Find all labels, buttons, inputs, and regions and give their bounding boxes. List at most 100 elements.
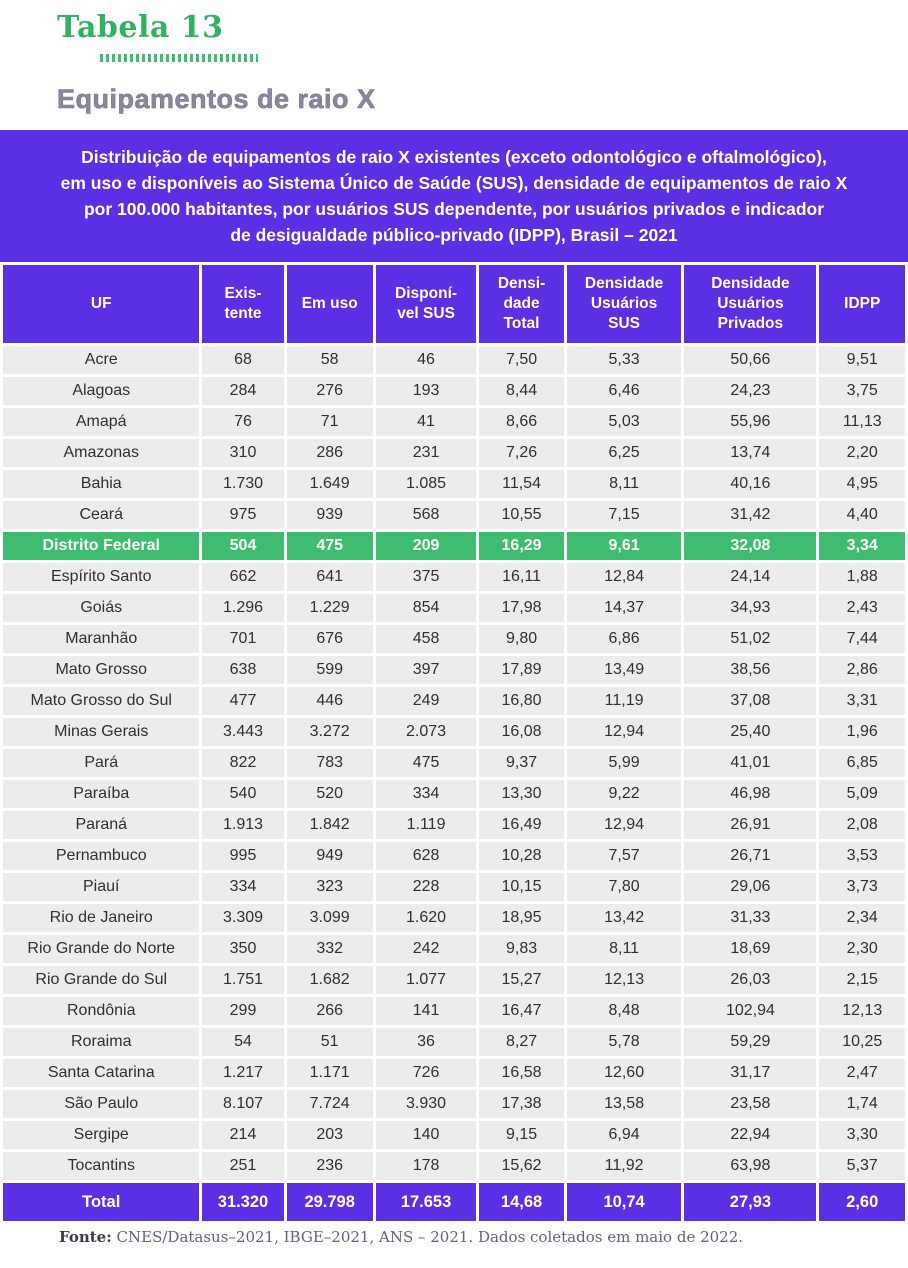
densidade-usuarios-sus-cell: 13,58	[566, 1090, 682, 1118]
densidade-usuarios-sus-cell: 6,94	[566, 1121, 682, 1149]
existente-cell: 350	[202, 935, 284, 963]
em-uso-cell: 520	[286, 780, 373, 808]
disponivel-sus-cell: 36	[375, 1028, 477, 1056]
em-uso-cell: 3.272	[286, 718, 373, 746]
table-row: Minas Gerais 3.443 3.272 2.073 16,08 12,94 25,…	[3, 718, 905, 746]
densidade-usuarios-sus-cell: 10,74	[566, 1183, 682, 1221]
disponivel-sus-cell: 475	[375, 749, 477, 777]
existente-cell: 251	[202, 1152, 284, 1180]
uf-cell: Alagoas	[3, 377, 200, 405]
source-text: CNES/Datasus–2021, IBGE–2021, ANS – 2021…	[116, 1228, 744, 1246]
densidade-usuarios-privados-cell: 50,66	[684, 346, 817, 374]
existente-cell: 638	[202, 656, 284, 684]
table-row: Mato Grosso 638 599 397 17,89 13,49 38,56 2,86	[3, 656, 905, 684]
em-uso-cell: 1.842	[286, 811, 373, 839]
table-row: Amapá 76 71 41 8,66 5,03 55,96 11,13	[3, 408, 905, 436]
idpp-cell: 3,73	[819, 873, 905, 901]
em-uso-cell: 1.229	[286, 594, 373, 622]
densidade-usuarios-privados-cell: 41,01	[684, 749, 817, 777]
idpp-cell: 7,44	[819, 625, 905, 653]
densidade-usuarios-sus-cell: 9,22	[566, 780, 682, 808]
disponivel-sus-cell: 397	[375, 656, 477, 684]
densidade-total-cell: 9,80	[479, 625, 564, 653]
em-uso-cell: 1.171	[286, 1059, 373, 1087]
em-uso-cell: 236	[286, 1152, 373, 1180]
densidade-usuarios-sus-cell: 8,11	[566, 935, 682, 963]
table-row: São Paulo 8.107 7.724 3.930 17,38 13,58 23,58 1…	[3, 1090, 905, 1118]
table-total-row: Total 31.320 29.798 17.653 14,68 10,74 27,93 2,…	[3, 1183, 905, 1221]
data-table: UF Exis- tente Em uso Disponí- vel SUS Densi…	[0, 262, 908, 1224]
source-label: Fonte:	[59, 1228, 112, 1246]
em-uso-cell: 475	[286, 532, 373, 560]
table-row-highlighted: Distrito Federal 504 475 209 16,29 9,61 32,08 3…	[3, 532, 905, 560]
table-row: Maranhão 701 676 458 9,80 6,86 51,02 7,44	[3, 625, 905, 653]
densidade-usuarios-privados-cell: 26,71	[684, 842, 817, 870]
densidade-usuarios-privados-cell: 59,29	[684, 1028, 817, 1056]
densidade-total-cell: 8,44	[479, 377, 564, 405]
em-uso-cell: 3.099	[286, 904, 373, 932]
idpp-cell: 2,47	[819, 1059, 905, 1087]
table-row: Roraima 54 51 36 8,27 5,78 59,29 10,25	[3, 1028, 905, 1056]
column-header-idpp: IDPP	[819, 265, 905, 343]
densidade-total-cell: 16,29	[479, 532, 564, 560]
disponivel-sus-cell: 3.930	[375, 1090, 477, 1118]
densidade-total-cell: 10,15	[479, 873, 564, 901]
densidade-usuarios-sus-cell: 7,15	[566, 501, 682, 529]
disponivel-sus-cell: 228	[375, 873, 477, 901]
densidade-usuarios-privados-cell: 13,74	[684, 439, 817, 467]
densidade-usuarios-sus-cell: 8,48	[566, 997, 682, 1025]
densidade-usuarios-sus-cell: 9,61	[566, 532, 682, 560]
disponivel-sus-cell: 209	[375, 532, 477, 560]
column-header-densidade-usuarios-privados: Densidade Usuários Privados	[684, 265, 817, 343]
table-row: Bahia 1.730 1.649 1.085 11,54 8,11 40,16 4,95	[3, 470, 905, 498]
existente-cell: 334	[202, 873, 284, 901]
densidade-total-cell: 9,83	[479, 935, 564, 963]
uf-cell: Rio Grande do Sul	[3, 966, 200, 994]
densidade-usuarios-privados-cell: 27,93	[684, 1183, 817, 1221]
densidade-total-cell: 14,68	[479, 1183, 564, 1221]
em-uso-cell: 783	[286, 749, 373, 777]
disponivel-sus-cell: 140	[375, 1121, 477, 1149]
idpp-cell: 5,09	[819, 780, 905, 808]
table-row: Paraná 1.913 1.842 1.119 16,49 12,94 26,91 2,08	[3, 811, 905, 839]
densidade-usuarios-privados-cell: 32,08	[684, 532, 817, 560]
disponivel-sus-cell: 242	[375, 935, 477, 963]
densidade-usuarios-sus-cell: 12,94	[566, 718, 682, 746]
idpp-cell: 6,85	[819, 749, 905, 777]
densidade-usuarios-sus-cell: 12,60	[566, 1059, 682, 1087]
idpp-cell: 1,74	[819, 1090, 905, 1118]
densidade-total-cell: 16,58	[479, 1059, 564, 1087]
densidade-total-cell: 16,08	[479, 718, 564, 746]
em-uso-cell: 949	[286, 842, 373, 870]
densidade-usuarios-privados-cell: 24,14	[684, 563, 817, 591]
densidade-usuarios-sus-cell: 7,80	[566, 873, 682, 901]
densidade-usuarios-privados-cell: 37,08	[684, 687, 817, 715]
densidade-usuarios-privados-cell: 29,06	[684, 873, 817, 901]
densidade-usuarios-privados-cell: 38,56	[684, 656, 817, 684]
column-header-existente: Exis- tente	[202, 265, 284, 343]
idpp-cell: 4,95	[819, 470, 905, 498]
uf-cell: Minas Gerais	[3, 718, 200, 746]
column-header-densidade-total: Densi- dade Total	[479, 265, 564, 343]
em-uso-cell: 276	[286, 377, 373, 405]
existente-cell: 1.296	[202, 594, 284, 622]
idpp-cell: 3,75	[819, 377, 905, 405]
existente-cell: 1.913	[202, 811, 284, 839]
densidade-total-cell: 16,47	[479, 997, 564, 1025]
existente-cell: 477	[202, 687, 284, 715]
table-row: Goiás 1.296 1.229 854 17,98 14,37 34,93 2,43	[3, 594, 905, 622]
densidade-usuarios-sus-cell: 5,78	[566, 1028, 682, 1056]
uf-cell: São Paulo	[3, 1090, 200, 1118]
densidade-total-cell: 17,89	[479, 656, 564, 684]
densidade-usuarios-privados-cell: 31,33	[684, 904, 817, 932]
column-header-uf: UF	[3, 265, 200, 343]
disponivel-sus-cell: 193	[375, 377, 477, 405]
em-uso-cell: 939	[286, 501, 373, 529]
existente-cell: 3.443	[202, 718, 284, 746]
em-uso-cell: 7.724	[286, 1090, 373, 1118]
idpp-cell: 2,15	[819, 966, 905, 994]
em-uso-cell: 599	[286, 656, 373, 684]
table-row: Alagoas 284 276 193 8,44 6,46 24,23 3,75	[3, 377, 905, 405]
em-uso-cell: 676	[286, 625, 373, 653]
table-row: Paraíba 540 520 334 13,30 9,22 46,98 5,09	[3, 780, 905, 808]
